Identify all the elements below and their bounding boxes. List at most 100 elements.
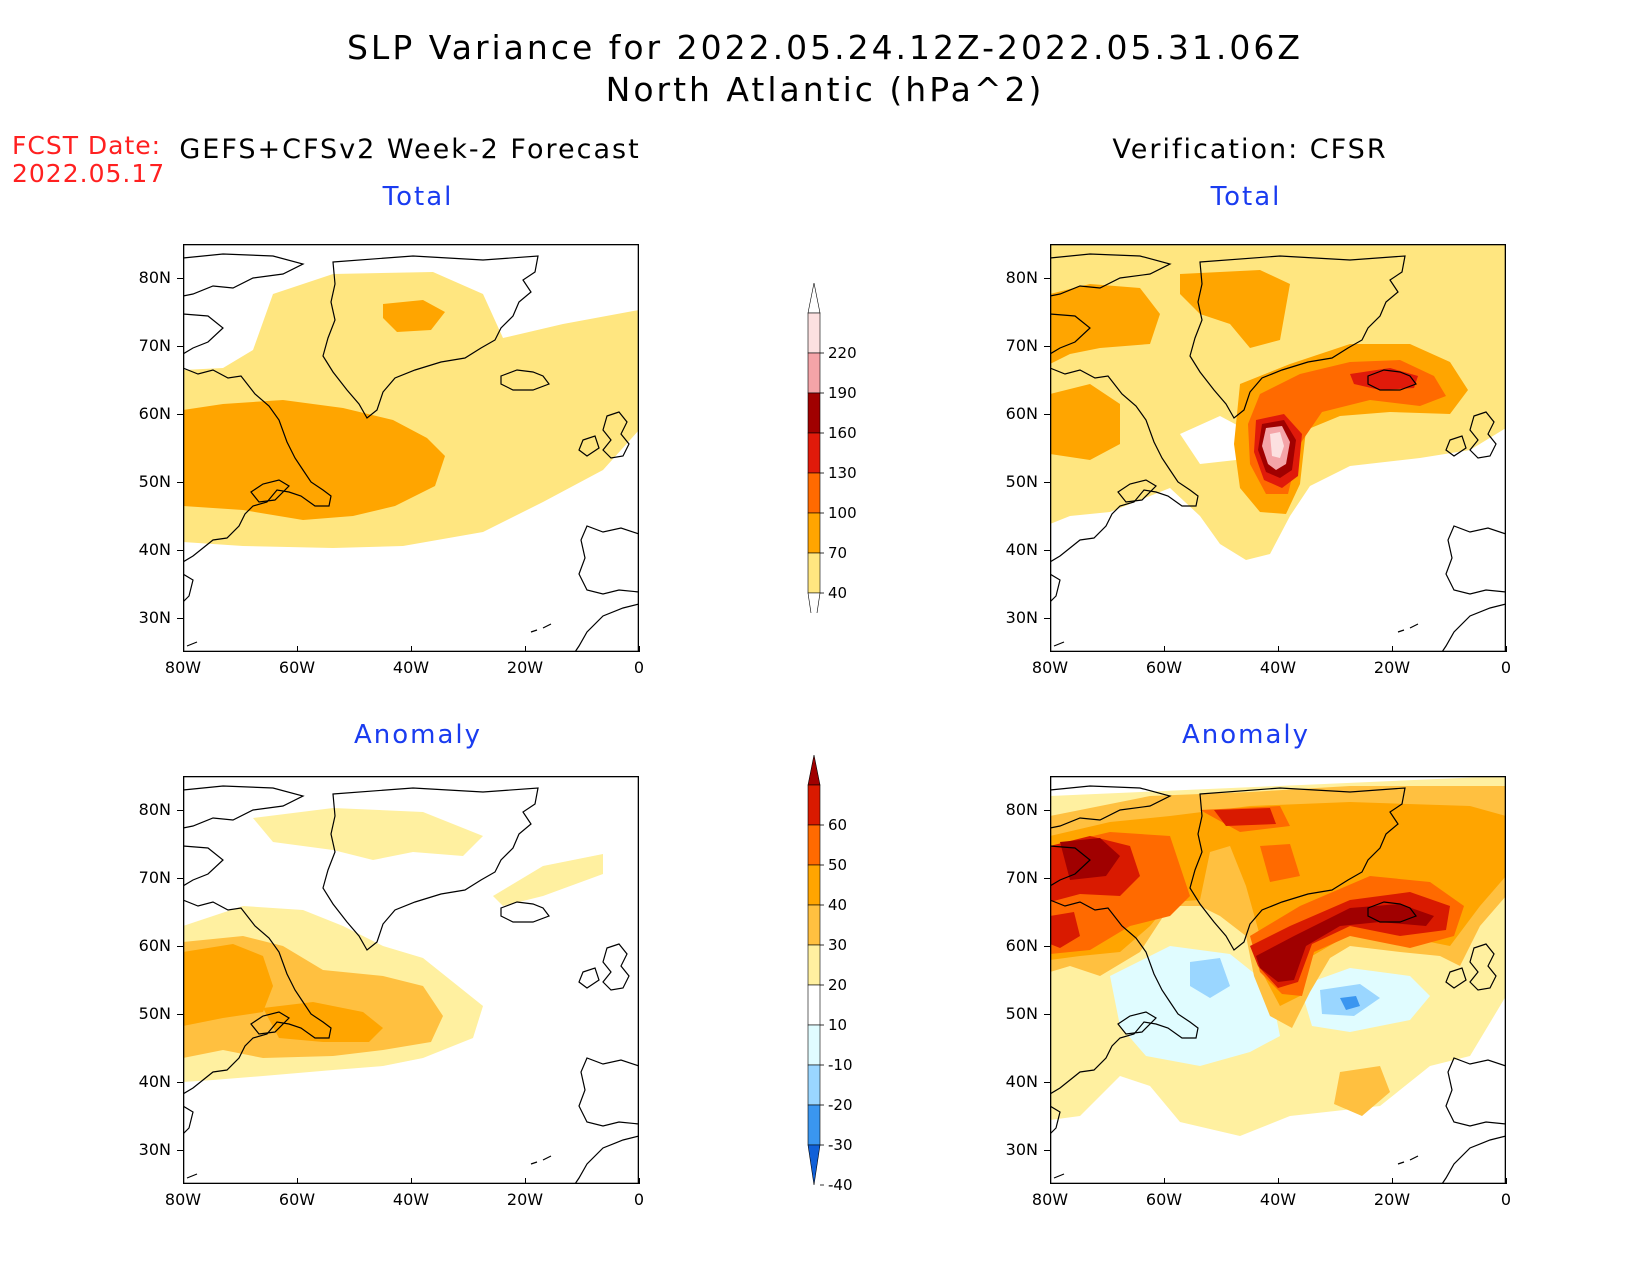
lat-tick-mark (1044, 1150, 1050, 1151)
lon-tick-label: 60W (278, 1190, 316, 1209)
map-forecast-total-canvas (183, 244, 639, 652)
colorbar-label: 50 (828, 856, 847, 874)
lat-tick-label: 80N (138, 268, 171, 287)
contour-30-40-a (183, 944, 273, 1026)
lon-tick-mark (1392, 646, 1393, 652)
lat-tick-mark (1044, 278, 1050, 279)
colorbar-segment (807, 312, 821, 354)
colorbar-label: 160 (828, 424, 857, 442)
colorbar-label: 60 (828, 816, 847, 834)
lon-tick-label: 0 (633, 1190, 645, 1209)
forecast-column-title: GEFS+CFSv2 Week-2 Forecast (179, 134, 641, 165)
contour-100-130 (1248, 360, 1446, 494)
lat-tick-label: 40N (1005, 1072, 1038, 1091)
map-forecast-anomaly-canvas (183, 776, 639, 1184)
lat-tick-mark (1044, 1014, 1050, 1015)
colorbar-segment (807, 552, 821, 594)
lon-tick-mark (525, 1178, 526, 1184)
lat-tick-label: 80N (1005, 268, 1038, 287)
lon-tick-label: 80W (164, 658, 202, 677)
verification-column-title: Verification: CFSR (1112, 134, 1388, 165)
colorbar-label: 190 (828, 384, 857, 402)
lon-tick-label: 40W (392, 1190, 430, 1209)
colorbar-segment (807, 784, 821, 826)
lon-tick-mark (1050, 1178, 1051, 1184)
lat-tick-mark (1044, 346, 1050, 347)
main-subtitle: North Atlantic (hPa^2) (605, 70, 1045, 109)
contour-50-60-d (1050, 912, 1080, 948)
colorbar-label: 70 (828, 544, 847, 562)
lon-tick-label: 80W (164, 1190, 202, 1209)
map-verification-anomaly-canvas (1050, 776, 1506, 1184)
lat-tick-label: 50N (138, 472, 171, 491)
lat-tick-label: 50N (138, 1004, 171, 1023)
lon-tick-label: 40W (392, 658, 430, 677)
lat-tick-mark (177, 878, 183, 879)
lat-tick-label: 50N (1005, 1004, 1038, 1023)
contour-10-20-a (253, 808, 483, 860)
contour-70-100-greenland (383, 300, 445, 332)
colorbar-segment (807, 984, 821, 1026)
lat-tick-mark (1044, 810, 1050, 811)
colorbar-segment (807, 824, 821, 866)
fcst-date-value: 2022.05.17 (12, 159, 166, 188)
lon-tick-mark (297, 646, 298, 652)
colorbar-segment (807, 472, 821, 514)
lat-tick-mark (177, 1082, 183, 1083)
lon-tick-label: 0 (633, 658, 645, 677)
contour-20-30-south (1334, 1066, 1390, 1116)
colorbar-top-arrow (807, 755, 821, 786)
lat-tick-label: 70N (1005, 868, 1038, 887)
lon-tick-label: 80W (1031, 1190, 1069, 1209)
lat-tick-mark (1044, 414, 1050, 415)
colorbar-label: 130 (828, 464, 857, 482)
contour-10-20-b (493, 854, 603, 906)
colorbar-bottom-arrow (807, 592, 821, 613)
map-verification-anomaly (1050, 776, 1506, 1184)
lat-tick-mark (1044, 1082, 1050, 1083)
lat-tick-label: 80N (138, 800, 171, 819)
lon-tick-label: 80W (1031, 658, 1069, 677)
lon-tick-mark (1392, 1178, 1393, 1184)
contour-40-50-d (1260, 844, 1300, 882)
lat-tick-mark (177, 810, 183, 811)
contour-below-40 (1180, 416, 1250, 464)
lat-tick-mark (1044, 550, 1050, 551)
colorbar-segment (807, 352, 821, 394)
colorbar-label: 20 (828, 976, 847, 994)
lat-tick-label: 30N (1005, 1140, 1038, 1159)
lat-tick-label: 30N (1005, 608, 1038, 627)
lat-tick-label: 70N (138, 336, 171, 355)
colorbar-label: -40 (828, 1176, 853, 1194)
contour-70-100-a (1050, 284, 1160, 364)
lat-tick-mark (177, 618, 183, 619)
contour-minus30-minus40 (1340, 996, 1360, 1010)
contour-130-160-iceland (1350, 368, 1418, 390)
lat-tick-mark (177, 550, 183, 551)
lat-tick-mark (177, 482, 183, 483)
lat-tick-mark (177, 1150, 183, 1151)
map-verification-total (1050, 244, 1506, 652)
lat-tick-label: 30N (138, 608, 171, 627)
colorbar-label: 40 (828, 584, 847, 602)
lat-tick-label: 60N (1005, 404, 1038, 423)
lon-tick-label: 40W (1259, 658, 1297, 677)
colorbar-label: 10 (828, 1016, 847, 1034)
panel-title-forecast-anomaly: Anomaly (353, 720, 483, 750)
map-forecast-anomaly (183, 776, 639, 1184)
colorbar-label: 40 (828, 896, 847, 914)
contour-70-100-b (1050, 384, 1120, 460)
lon-tick-label: 20W (506, 658, 544, 677)
lat-tick-mark (1044, 618, 1050, 619)
colorbar-label: 220 (828, 344, 857, 362)
lat-tick-mark (177, 346, 183, 347)
lon-tick-mark (411, 646, 412, 652)
panel-title-forecast-total: Total (382, 182, 454, 212)
colorbar-top-arrow (807, 283, 821, 314)
contour-above-60-b (1256, 904, 1434, 982)
lat-tick-mark (177, 414, 183, 415)
colorbar-bottom-arrow (807, 1144, 821, 1186)
colorbar-segment (807, 1024, 821, 1066)
colorbar-label: -10 (828, 1056, 853, 1074)
colorbar-total: 220 190 160 130 100 70 40 (807, 283, 857, 613)
